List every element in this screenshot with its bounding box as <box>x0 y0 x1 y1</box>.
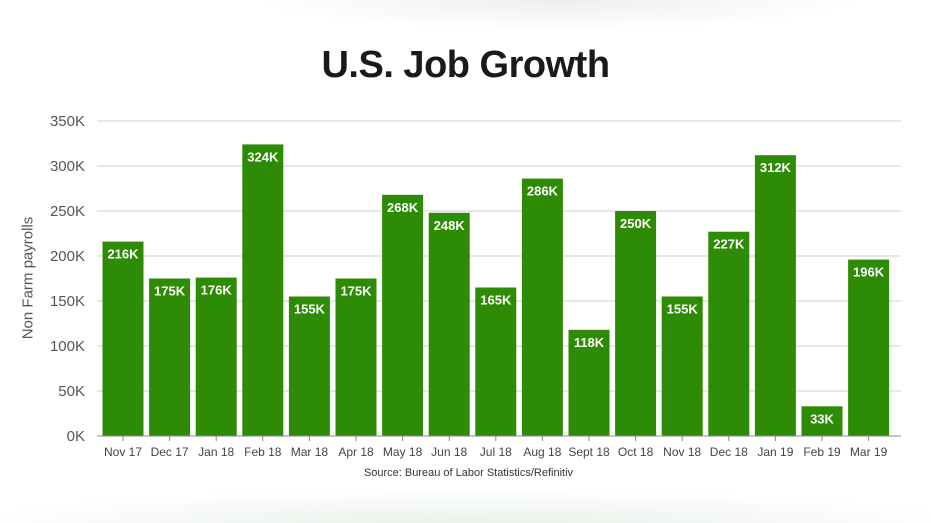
bar-value-label: 268K <box>387 200 419 215</box>
y-tick-label: 200K <box>50 248 85 265</box>
y-tick-label: 0K <box>67 428 85 445</box>
x-tick-label: Sept 18 <box>568 445 610 459</box>
x-tick-label: Feb 18 <box>244 445 282 459</box>
bar <box>428 212 470 436</box>
y-tick-label: 50K <box>58 383 85 400</box>
y-tick-label: 100K <box>50 338 85 355</box>
x-tick-label: Jul 18 <box>480 445 512 459</box>
x-tick-label: Jan 18 <box>198 445 234 459</box>
x-tick-label: Oct 18 <box>618 445 654 459</box>
x-tick-label: Aug 18 <box>523 445 561 459</box>
y-tick-label: 300K <box>50 158 85 175</box>
x-tick-label: Jan 19 <box>757 445 793 459</box>
x-axis-ticks: Nov 17 Dec 17 Jan 18 Feb 18 Mar 18 Apr 18 May … <box>104 436 888 459</box>
bar <box>568 329 610 436</box>
bar <box>242 144 284 436</box>
bar <box>848 259 890 436</box>
bar <box>335 278 377 436</box>
bar <box>195 277 237 436</box>
bar-value-label: 176K <box>201 283 233 298</box>
bar <box>102 241 144 436</box>
bar <box>288 296 330 436</box>
bar-value-label: 175K <box>154 284 186 299</box>
bar-value-label: 312K <box>760 160 792 175</box>
y-tick-label: 250K <box>50 203 85 220</box>
bar <box>475 287 517 436</box>
bar-value-label: 250K <box>620 216 652 231</box>
x-tick-label: Apr 18 <box>338 445 374 459</box>
x-tick-label: Nov 17 <box>104 445 142 459</box>
bar-value-label: 33K <box>810 411 834 426</box>
source-text: Source: Bureau of Labor Statistics/Refin… <box>363 467 574 479</box>
x-tick-label: Jun 18 <box>431 445 467 459</box>
bar <box>754 155 796 436</box>
bar-value-label: 196K <box>853 265 885 280</box>
x-tick-label: Feb 19 <box>803 445 841 459</box>
bar <box>382 194 424 436</box>
bar-value-label: 155K <box>667 302 699 317</box>
y-tick-label: 150K <box>50 293 85 310</box>
y-axis-ticks: 0K 50K 100K 150K 200K 250K 300K 350K <box>50 113 85 445</box>
bar <box>521 178 563 436</box>
bottom-background-fade <box>0 483 931 523</box>
source-note: Source: Bureau of Labor Statistics/Refin… <box>0 467 931 479</box>
x-tick-label: May 18 <box>383 445 423 459</box>
bar-value-label: 248K <box>434 218 466 233</box>
bar-value-label: 286K <box>527 184 559 199</box>
top-background-fade <box>0 0 931 40</box>
bars: 216K 175K 176K 324K 155K 175K 268K 248K 165K 286K… <box>102 144 890 436</box>
y-tick-label: 350K <box>50 113 85 130</box>
bar-value-label: 324K <box>247 149 279 164</box>
bar-value-label: 165K <box>480 293 512 308</box>
bar-value-label: 118K <box>574 335 605 350</box>
bar <box>615 211 657 436</box>
bar-value-label: 175K <box>340 284 372 299</box>
x-tick-label: Dec 18 <box>710 445 748 459</box>
bar-value-label: 155K <box>294 302 326 317</box>
bar <box>661 296 703 436</box>
bar-value-label: 216K <box>107 247 139 262</box>
bar <box>708 231 750 436</box>
bar <box>149 278 191 436</box>
chart-title: U.S. Job Growth <box>321 44 610 86</box>
x-tick-label: Dec 17 <box>151 445 189 459</box>
bar-value-label: 227K <box>713 237 745 252</box>
x-tick-label: Mar 19 <box>850 445 888 459</box>
bar <box>801 406 843 436</box>
x-tick-label: Mar 18 <box>291 445 329 459</box>
x-tick-label: Nov 18 <box>663 445 701 459</box>
